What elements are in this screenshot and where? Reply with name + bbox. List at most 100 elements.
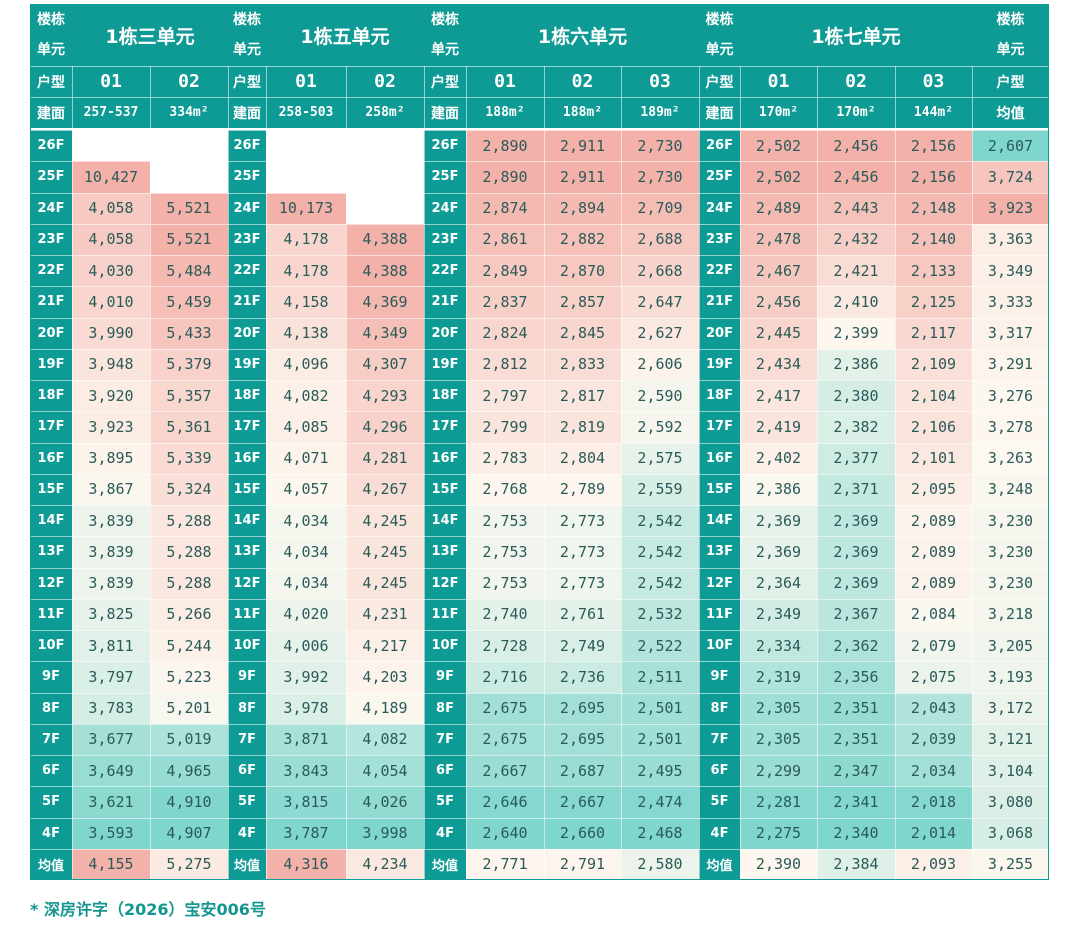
price-cell: 2,542 xyxy=(621,536,699,568)
floor-label: 11F xyxy=(228,598,266,630)
price-cell: 2,369 xyxy=(740,536,817,568)
price-cell: 3,978 xyxy=(266,692,346,724)
building-unit-label: 楼栋 单元 xyxy=(30,4,72,66)
price-cell: 2,305 xyxy=(740,692,817,724)
floor-label: 18F xyxy=(424,380,466,412)
price-cell: 4,388 xyxy=(346,255,424,287)
floor-label: 6F xyxy=(699,755,740,787)
average-cell: 3,255 xyxy=(972,848,1049,880)
price-cell: 2,870 xyxy=(544,255,621,287)
floor-label: 16F xyxy=(699,442,740,474)
price-cell: 2,075 xyxy=(895,661,972,693)
price-cell: 2,340 xyxy=(817,817,895,849)
floor-label: 25F xyxy=(30,161,72,193)
price-cell: 2,640 xyxy=(466,817,544,849)
unit-name: 1栋五单元 xyxy=(266,4,424,66)
price-cell: 3,649 xyxy=(72,755,150,787)
floor-label: 21F xyxy=(699,286,740,318)
price-cell: 2,489 xyxy=(740,192,817,224)
building-unit-label: 楼栋 单元 xyxy=(228,4,266,66)
price-cell: 10,427 xyxy=(72,161,150,193)
price-cell: 2,351 xyxy=(817,723,895,755)
price-cell: 4,006 xyxy=(266,630,346,662)
price-cell: 4,034 xyxy=(266,536,346,568)
grid-line xyxy=(466,66,467,880)
price-cell: 2,382 xyxy=(817,411,895,443)
price-cell: 5,266 xyxy=(150,598,228,630)
floor-label: 26F xyxy=(228,130,266,162)
price-cell: 5,288 xyxy=(150,536,228,568)
price-cell: 3,811 xyxy=(72,630,150,662)
floor-label: 6F xyxy=(424,755,466,787)
floor-average-cell: 2,607 xyxy=(972,130,1049,162)
price-cell: 4,178 xyxy=(266,223,346,255)
floor-label: 18F xyxy=(30,380,72,412)
floor-label: 17F xyxy=(699,411,740,443)
price-cell: 2,773 xyxy=(544,505,621,537)
floor-label: 17F xyxy=(228,411,266,443)
price-cell: 4,010 xyxy=(72,286,150,318)
floor-average-cell: 3,230 xyxy=(972,567,1049,599)
unit-area: 334m² xyxy=(150,97,228,128)
price-cell: 2,362 xyxy=(817,630,895,662)
floor-label: 24F xyxy=(424,192,466,224)
floor-label: 20F xyxy=(30,317,72,349)
floor-label: 14F xyxy=(699,505,740,537)
price-cell: 3,923 xyxy=(72,411,150,443)
unit-type-01: 01 xyxy=(466,66,544,97)
price-cell: 5,357 xyxy=(150,380,228,412)
price-cell: 4,082 xyxy=(266,380,346,412)
price-cell: 2,675 xyxy=(466,723,544,755)
price-cell: 5,201 xyxy=(150,692,228,724)
price-cell: 2,043 xyxy=(895,692,972,724)
price-cell: 2,773 xyxy=(544,567,621,599)
grid-line xyxy=(30,723,1049,725)
floor-label: 4F xyxy=(424,817,466,849)
price-cell: 4,245 xyxy=(346,567,424,599)
price-cell: 2,890 xyxy=(466,130,544,162)
unit-type-03: 03 xyxy=(621,66,699,97)
price-cell: 2,857 xyxy=(544,286,621,318)
grid-line xyxy=(30,848,1049,850)
price-cell: 5,223 xyxy=(150,661,228,693)
floor-label: 22F xyxy=(228,255,266,287)
price-cell: 2,575 xyxy=(621,442,699,474)
unit-area: 188m² xyxy=(544,97,621,128)
building-label: 楼栋 xyxy=(996,12,1025,28)
floor-label: 26F xyxy=(424,130,466,162)
price-cell: 2,014 xyxy=(895,817,972,849)
grid-line xyxy=(30,661,1049,663)
floor-label: 10F xyxy=(424,630,466,662)
price-cell xyxy=(72,130,150,162)
avg-header-mean: 均值 xyxy=(972,97,1049,128)
floor-average-cell: 3,263 xyxy=(972,442,1049,474)
price-cell: 2,502 xyxy=(740,130,817,162)
floor-label: 4F xyxy=(228,817,266,849)
floor-label: 25F xyxy=(424,161,466,193)
building-label: 楼栋 xyxy=(431,12,459,28)
price-cell: 2,789 xyxy=(544,473,621,505)
floor-label: 10F xyxy=(30,630,72,662)
unit-area: 188m² xyxy=(466,97,544,128)
price-cell: 2,319 xyxy=(740,661,817,693)
price-cell: 2,410 xyxy=(817,286,895,318)
floor-label: 15F xyxy=(424,473,466,505)
price-cell: 4,217 xyxy=(346,630,424,662)
avg-header: 楼栋 单元 xyxy=(972,4,1049,66)
price-cell: 4,058 xyxy=(72,192,150,224)
grid-line xyxy=(740,66,741,880)
grid-line xyxy=(621,66,622,880)
price-cell: 4,034 xyxy=(266,505,346,537)
area-label: 建面 xyxy=(228,97,266,128)
unit-area: 189m² xyxy=(621,97,699,128)
floor-label: 9F xyxy=(30,661,72,693)
price-cell: 2,140 xyxy=(895,223,972,255)
average-cell: 2,384 xyxy=(817,848,895,880)
price-cell: 4,034 xyxy=(266,567,346,599)
floor-label: 10F xyxy=(699,630,740,662)
grid-line xyxy=(30,97,1049,98)
price-cell: 2,716 xyxy=(466,661,544,693)
price-cell: 4,030 xyxy=(72,255,150,287)
price-cell: 2,084 xyxy=(895,598,972,630)
price-cell: 5,433 xyxy=(150,317,228,349)
